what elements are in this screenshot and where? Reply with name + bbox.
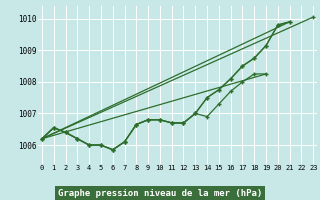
Text: Graphe pression niveau de la mer (hPa): Graphe pression niveau de la mer (hPa) [58,189,262,198]
